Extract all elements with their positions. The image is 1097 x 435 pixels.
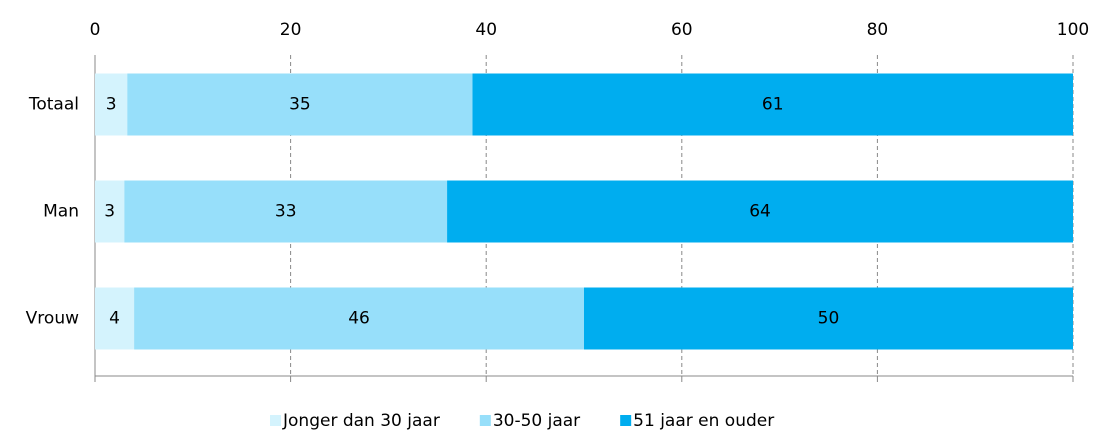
bar-segment [95,287,135,350]
bar-segment [127,73,473,136]
data-label: 3 [104,202,115,222]
legend-label: Jonger dan 30 jaar [282,411,440,431]
legend-swatch [479,415,491,426]
data-label: 61 [762,95,784,115]
data-label: 35 [289,95,311,115]
data-label: 3 [106,95,117,115]
legend-label: 30-50 jaar [493,411,580,431]
bar-segment [134,287,584,350]
y-tick-label: Vrouw [26,309,79,329]
y-tick-label: Man [43,202,79,222]
y-tick-label: Totaal [28,95,79,115]
x-tick-label: 80 [867,20,889,40]
legend-label: 51 jaar en ouder [633,411,774,431]
bar-segment [447,180,1074,243]
data-label: 50 [818,309,840,329]
data-label: 4 [109,309,120,329]
data-label: 64 [749,202,771,222]
x-tick-label: 60 [671,20,693,40]
legend-swatch [620,415,632,426]
bar-segment [95,73,128,136]
data-label: 33 [275,202,297,222]
x-tick-label: 20 [280,20,302,40]
bar-segment [584,287,1073,350]
bar-segment [472,73,1073,136]
legend-swatch [270,415,281,426]
x-tick-label: 0 [90,20,101,40]
x-tick-label: 100 [1057,20,1089,40]
bar-segment [95,180,125,243]
bar-segment [124,180,448,243]
x-tick-label: 40 [475,20,497,40]
data-label: 46 [348,309,370,329]
